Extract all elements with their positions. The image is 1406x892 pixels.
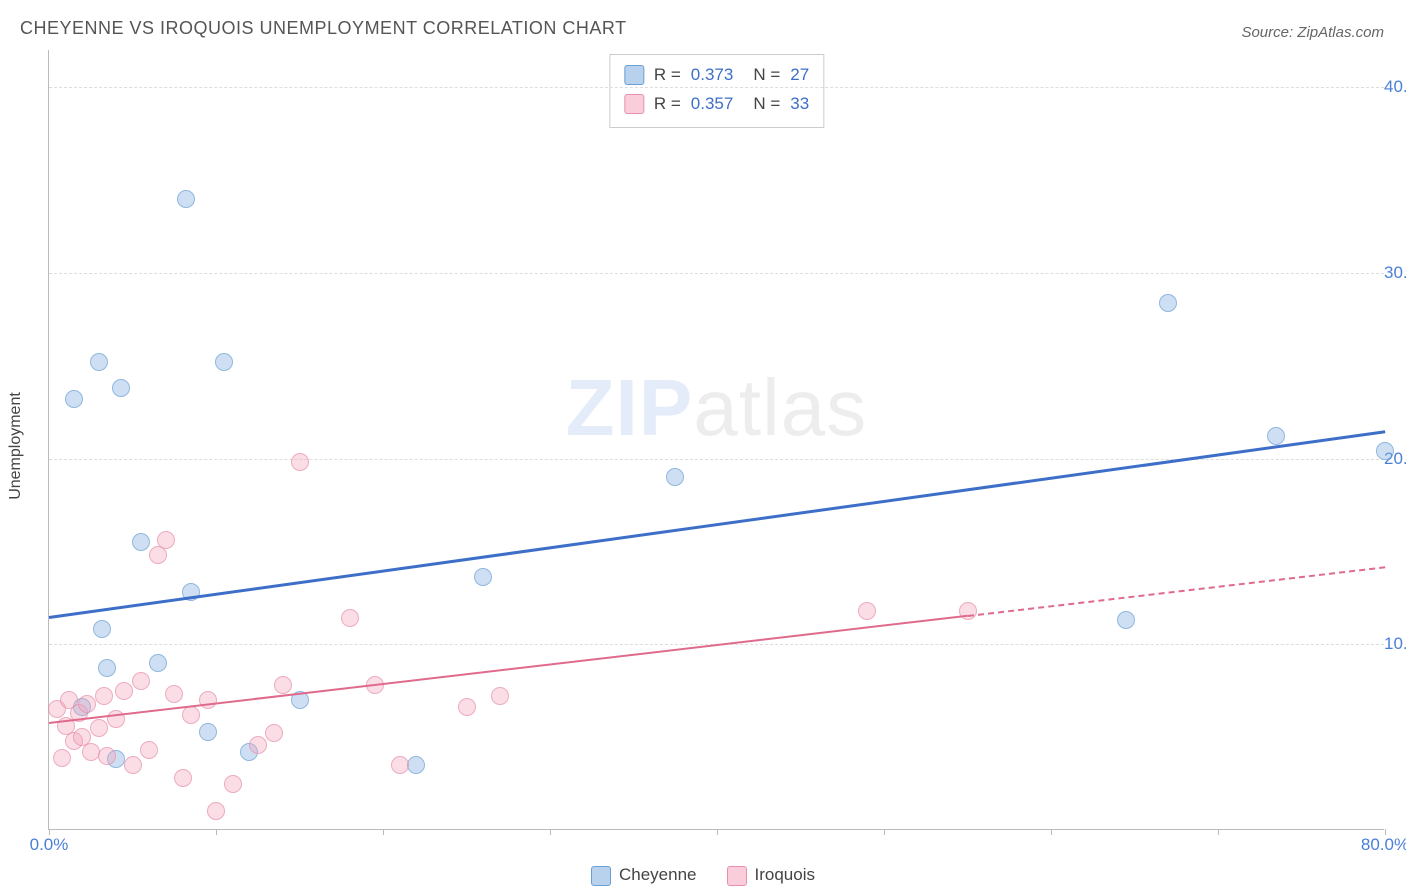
legend-label: Iroquois — [755, 865, 815, 884]
data-point-cheyenne — [1117, 611, 1135, 629]
r-label: R = — [654, 61, 681, 90]
data-point-iroquois — [491, 687, 509, 705]
data-point-cheyenne — [1267, 427, 1285, 445]
data-point-iroquois — [78, 695, 96, 713]
n-value: 27 — [790, 61, 809, 90]
legend-item-iroquois: Iroquois — [727, 865, 815, 886]
x-tick — [884, 829, 885, 835]
scatter-chart: ZIPatlas R = 0.373 N = 27 R = 0.357 N = … — [48, 50, 1384, 830]
x-tick-label: 80.0% — [1361, 835, 1406, 855]
data-point-iroquois — [53, 749, 71, 767]
r-value: 0.357 — [691, 90, 734, 119]
data-point-cheyenne — [407, 756, 425, 774]
data-point-iroquois — [98, 747, 116, 765]
data-point-cheyenne — [1376, 442, 1394, 460]
data-point-iroquois — [199, 691, 217, 709]
legend-label: Cheyenne — [619, 865, 697, 884]
y-tick-label: 10.0% — [1384, 634, 1406, 654]
data-point-cheyenne — [215, 353, 233, 371]
data-point-iroquois — [174, 769, 192, 787]
correlation-legend: R = 0.373 N = 27 R = 0.357 N = 33 — [609, 54, 824, 128]
x-tick — [550, 829, 551, 835]
swatch-pink-icon — [624, 94, 644, 114]
x-tick — [1051, 829, 1052, 835]
n-label: N = — [753, 61, 780, 90]
data-point-iroquois — [182, 706, 200, 724]
data-point-iroquois — [458, 698, 476, 716]
data-point-iroquois — [165, 685, 183, 703]
data-point-iroquois — [391, 756, 409, 774]
y-axis-label: Unemployment — [7, 392, 25, 500]
r-value: 0.373 — [691, 61, 734, 90]
data-point-iroquois — [207, 802, 225, 820]
series-legend: Cheyenne Iroquois — [591, 865, 815, 886]
data-point-iroquois — [82, 743, 100, 761]
trend-line — [967, 566, 1385, 617]
data-point-cheyenne — [65, 390, 83, 408]
n-label: N = — [753, 90, 780, 119]
data-point-cheyenne — [177, 190, 195, 208]
data-point-iroquois — [132, 672, 150, 690]
x-tick — [216, 829, 217, 835]
data-point-cheyenne — [666, 468, 684, 486]
y-tick-label: 40.0% — [1384, 77, 1406, 97]
legend-row-cheyenne: R = 0.373 N = 27 — [624, 61, 809, 90]
data-point-iroquois — [341, 609, 359, 627]
data-point-iroquois — [95, 687, 113, 705]
x-tick — [1218, 829, 1219, 835]
data-point-cheyenne — [90, 353, 108, 371]
source-attribution: Source: ZipAtlas.com — [1241, 24, 1384, 41]
data-point-iroquois — [249, 736, 267, 754]
data-point-cheyenne — [199, 723, 217, 741]
y-tick-label: 30.0% — [1384, 263, 1406, 283]
data-point-iroquois — [90, 719, 108, 737]
data-point-iroquois — [115, 682, 133, 700]
data-point-iroquois — [124, 756, 142, 774]
legend-item-cheyenne: Cheyenne — [591, 865, 697, 886]
x-tick — [383, 829, 384, 835]
swatch-blue-icon — [624, 65, 644, 85]
x-tick — [717, 829, 718, 835]
trend-line — [49, 615, 968, 724]
x-tick-label: 0.0% — [30, 835, 69, 855]
n-value: 33 — [790, 90, 809, 119]
r-label: R = — [654, 90, 681, 119]
data-point-iroquois — [265, 724, 283, 742]
data-point-iroquois — [291, 453, 309, 471]
data-point-iroquois — [858, 602, 876, 620]
chart-title: CHEYENNE VS IROQUOIS UNEMPLOYMENT CORREL… — [20, 18, 627, 39]
data-point-cheyenne — [474, 568, 492, 586]
data-point-iroquois — [274, 676, 292, 694]
data-point-iroquois — [107, 710, 125, 728]
gridline — [49, 87, 1384, 88]
data-point-iroquois — [140, 741, 158, 759]
swatch-blue-icon — [591, 866, 611, 886]
watermark-text: ZIPatlas — [566, 362, 867, 454]
data-point-cheyenne — [1159, 294, 1177, 312]
data-point-cheyenne — [98, 659, 116, 677]
data-point-cheyenne — [132, 533, 150, 551]
data-point-iroquois — [224, 775, 242, 793]
data-point-iroquois — [157, 531, 175, 549]
legend-row-iroquois: R = 0.357 N = 33 — [624, 90, 809, 119]
data-point-cheyenne — [112, 379, 130, 397]
data-point-cheyenne — [93, 620, 111, 638]
gridline — [49, 273, 1384, 274]
data-point-cheyenne — [149, 654, 167, 672]
swatch-pink-icon — [727, 866, 747, 886]
